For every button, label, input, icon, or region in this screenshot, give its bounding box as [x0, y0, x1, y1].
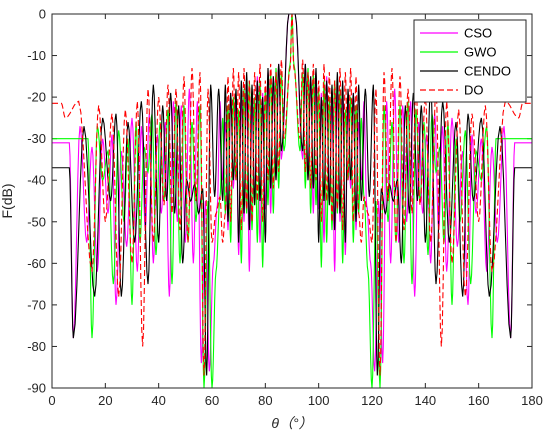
- y-tick-label: -80: [27, 339, 46, 354]
- tick-labels: 0 20 40 60 80 100 120 140 160 180 0 -10 -20 -30 -40 -50…: [27, 7, 543, 409]
- series-line-cendo: [52, 14, 532, 376]
- y-tick-label: -60: [27, 256, 46, 271]
- x-tick-label: 180: [521, 393, 543, 408]
- x-tick-label: 20: [98, 393, 112, 408]
- legend-label: CSO: [464, 26, 492, 41]
- y-tick-label: 0: [39, 7, 46, 22]
- x-tick-label: 160: [468, 393, 490, 408]
- y-tick-label: -70: [27, 297, 46, 312]
- y-tick-label: -10: [27, 48, 46, 63]
- x-tick-label: 100: [308, 393, 330, 408]
- plot-frame: [51, 13, 533, 389]
- y-tick-label: -20: [27, 90, 46, 105]
- x-tick-label: 60: [205, 393, 219, 408]
- legend-label: CENDO: [464, 64, 511, 79]
- legend-box: [413, 19, 527, 103]
- legend: CSO GWO CENDO DO: [413, 19, 527, 103]
- x-axis-label: θ（°）: [271, 415, 312, 431]
- x-tick-label: 40: [151, 393, 165, 408]
- y-axis-label: F(dB): [0, 184, 15, 219]
- y-tick-label: -30: [27, 131, 46, 146]
- series-layer: [52, 14, 532, 388]
- x-tick-label: 80: [258, 393, 272, 408]
- y-tick-label: -40: [27, 173, 46, 188]
- y-tick-label: -50: [27, 214, 46, 229]
- y-tick-label: -90: [27, 381, 46, 396]
- legend-label: DO: [464, 83, 484, 98]
- x-tick-label: 120: [361, 393, 383, 408]
- legend-label: GWO: [464, 45, 497, 60]
- x-tick-label: 140: [414, 393, 436, 408]
- x-tick-label: 0: [48, 393, 55, 408]
